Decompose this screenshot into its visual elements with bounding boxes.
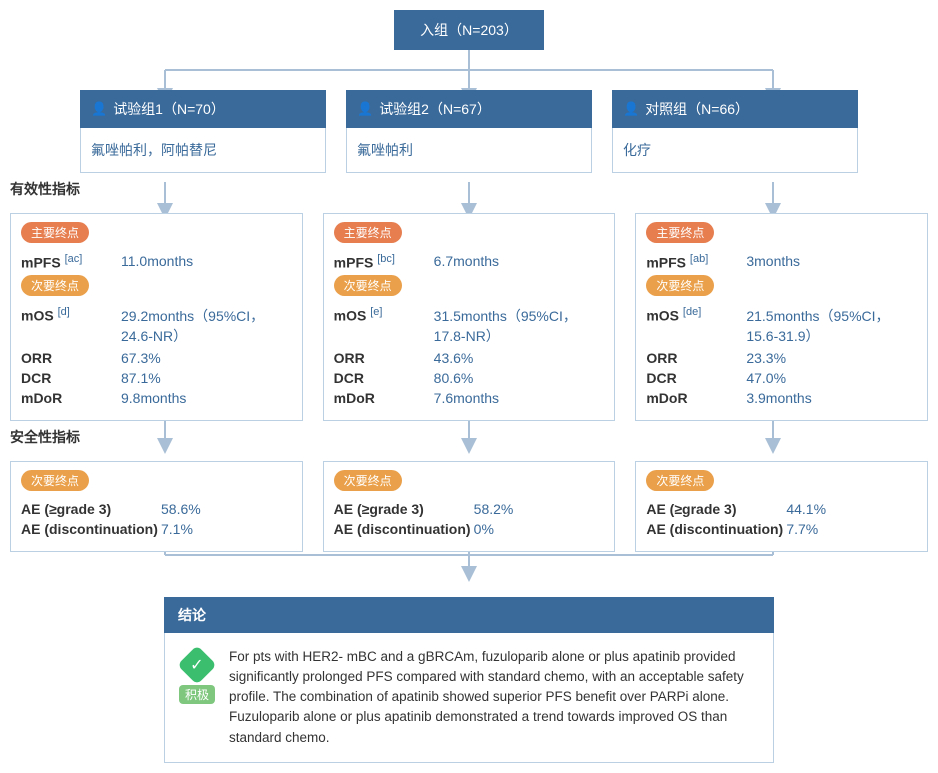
arm-header-3: 👤 对照组（N=66） (612, 90, 858, 128)
pill-secondary: 次要终点 (21, 275, 89, 296)
arm-treatment-2: 氟唑帕利 (346, 128, 592, 173)
efficacy-panel-2: 主要终点 mPFS [bc] 6.7months 次要终点 mOS [e] 31… (323, 213, 616, 421)
check-icon: ✓ (177, 645, 217, 685)
enrollment-label: 入组（N=203） (420, 22, 518, 38)
safety-panel-1: 次要终点 AE (≥grade 3)58.6% AE (discontinuat… (10, 461, 303, 552)
arm-header-2: 👤 试验组2（N=67） (346, 90, 592, 128)
efficacy-row: 主要终点 mPFS [ac] 11.0months 次要终点 mOS [d] 2… (10, 213, 928, 421)
arm-title-2: 试验组2（N=67） (379, 99, 491, 119)
conclusion-box: 结论 ✓ 积极 For pts with HER2- mBC and a gBR… (164, 597, 774, 763)
efficacy-panel-1: 主要终点 mPFS [ac] 11.0months 次要终点 mOS [d] 2… (10, 213, 303, 421)
person-icon: 👤 (357, 101, 373, 117)
arms-row: 👤 试验组1（N=70） 氟唑帕利，阿帕替尼 👤 试验组2（N=67） 氟唑帕利… (10, 90, 928, 173)
person-icon: 👤 (623, 101, 639, 117)
arm-treatment-3: 化疗 (612, 128, 858, 173)
section-efficacy-label: 有效性指标 (10, 179, 928, 199)
safety-panel-3: 次要终点 AE (≥grade 3)44.1% AE (discontinuat… (635, 461, 928, 552)
enrollment-box: 入组（N=203） (394, 10, 544, 50)
arm-treatment-1: 氟唑帕利，阿帕替尼 (80, 128, 326, 173)
efficacy-panel-3: 主要终点 mPFS [ab] 3months 次要终点 mOS [de] 21.… (635, 213, 928, 421)
diagram-container: 入组（N=203） 👤 试验组1（N=70） 氟唑帕利，阿帕替尼 👤 试验组2（… (0, 0, 938, 773)
arm-title-1: 试验组1（N=70） (113, 99, 225, 119)
person-icon: 👤 (91, 101, 107, 117)
positive-tag: 积极 (179, 685, 215, 704)
safety-row: 次要终点 AE (≥grade 3)58.6% AE (discontinuat… (10, 461, 928, 552)
conclusion-text: For pts with HER2- mBC and a gBRCAm, fuz… (229, 647, 759, 748)
conclusion-title: 结论 (164, 597, 774, 633)
section-safety-label: 安全性指标 (10, 427, 928, 447)
arm-header-1: 👤 试验组1（N=70） (80, 90, 326, 128)
pill-primary: 主要终点 (21, 222, 89, 243)
safety-panel-2: 次要终点 AE (≥grade 3)58.2% AE (discontinuat… (323, 461, 616, 552)
arm-title-3: 对照组（N=66） (645, 99, 749, 119)
